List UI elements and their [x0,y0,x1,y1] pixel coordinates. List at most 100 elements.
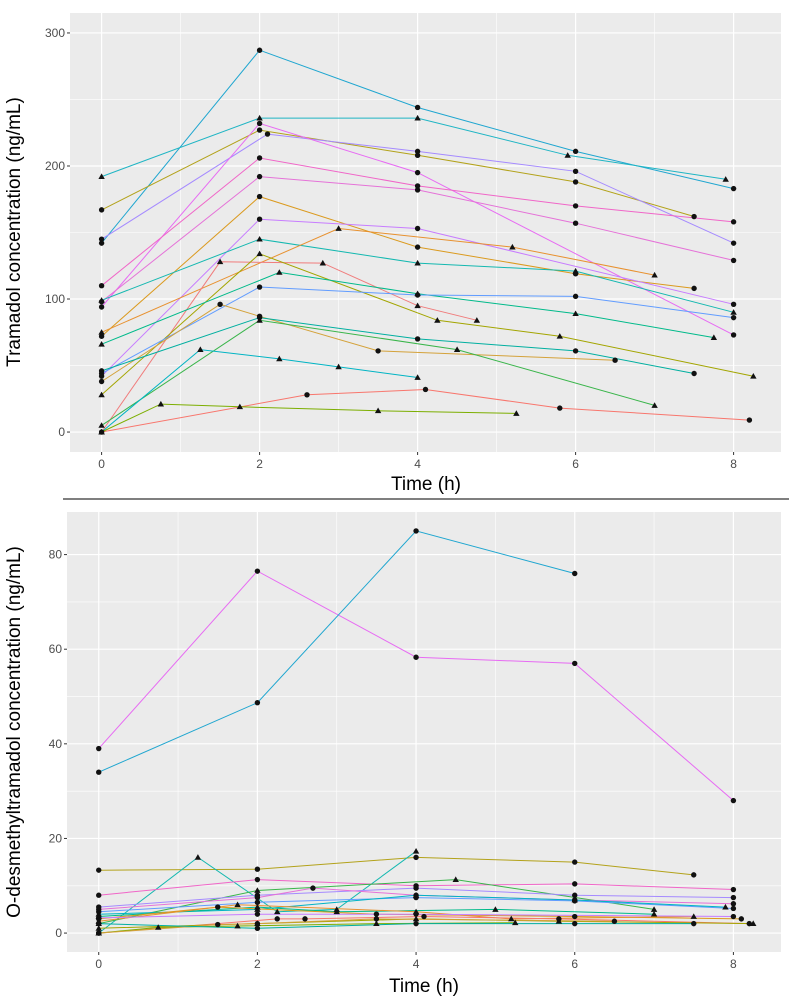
y-tick-label: 60 [49,642,63,656]
data-point-triangle [194,854,202,860]
data-point-circle [730,257,737,264]
data-point-circle [572,859,578,865]
data-point-triangle [508,915,515,922]
data-point-triangle [333,908,340,915]
data-point-circle [422,386,429,393]
data-point-circle [98,333,105,339]
data-point-triangle [473,317,481,323]
data-point-circle [730,219,737,225]
data-point-triangle [254,887,261,893]
data-point-circle [414,187,421,193]
y-axis-title-odesmethyltramadol: O-desmethyltramadol concentration (ng/mL… [4,546,25,918]
data-point-circle [572,892,578,898]
data-point-triangle [274,908,281,915]
data-point-circle [572,348,579,354]
data-point-circle [730,314,737,321]
data-point-triangle [690,913,697,919]
data-point-triangle [98,428,105,435]
data-point-circle [254,920,261,927]
data-point-circle [730,332,737,338]
data-point-triangle [256,235,263,242]
x-tick-label: 6 [571,957,578,971]
data-point-circle [414,169,421,176]
data-point-circle [256,173,263,180]
data-point-triangle [513,410,520,416]
data-point-triangle [572,310,579,317]
data-point-triangle [750,372,757,379]
data-point-triangle [98,173,105,180]
data-point-triangle [95,925,102,931]
data-point-triangle [234,901,241,908]
data-point-triangle [335,363,342,370]
data-point-circle [572,148,579,155]
x-tick-label: 4 [413,957,420,971]
data-point-triangle [434,317,441,323]
data-point-circle [254,894,261,901]
data-point-circle [256,216,263,222]
data-point-circle [256,284,263,290]
data-point-circle [373,916,380,922]
data-point-circle [612,357,618,363]
data-point-circle [98,283,105,289]
data-point-circle [414,336,421,342]
data-point-circle [96,920,102,927]
data-point-triangle [98,297,105,303]
data-point-triangle [155,924,162,930]
data-point-circle [254,699,261,706]
plot-background [67,512,781,952]
data-point-circle [691,285,697,292]
data-point-circle [256,47,263,53]
data-point-triangle [571,896,578,903]
data-point-triangle [374,407,382,414]
data-point-circle [611,918,618,924]
data-point-circle [414,225,421,232]
data-point-circle [746,417,753,423]
data-point-circle [414,148,421,155]
data-point-circle [421,913,427,920]
data-point-circle [264,131,271,137]
data-point-triangle [651,271,658,278]
data-point-circle [572,570,578,577]
data-point-circle [256,120,263,127]
x-tick-label: 0 [98,457,105,471]
data-point-triangle [98,422,105,428]
data-point-triangle [750,920,757,927]
data-point-circle [414,104,421,111]
data-point-circle [217,301,223,308]
data-point-circle [413,528,419,534]
data-point-triangle [492,906,499,912]
data-point-triangle [710,334,718,340]
data-point-circle [98,378,105,385]
data-point-circle [746,920,752,927]
x-tick-label: 0 [95,957,102,971]
data-point-circle [572,660,578,667]
data-point-circle [274,916,280,922]
data-point-triangle [651,402,658,408]
data-point-triangle [650,910,658,917]
data-point-circle [96,892,102,898]
series-line-11 [101,227,655,333]
data-point-circle [730,185,737,192]
data-point-triangle [555,918,563,924]
series-line-8 [98,887,734,910]
data-point-triangle [319,259,326,266]
data-point-triangle [197,346,204,352]
series-line-14 [98,915,750,934]
data-point-circle [730,894,737,901]
data-point-circle [413,885,419,891]
data-point-circle [572,168,579,175]
tramadol-panel: 0 2 4 6 8 0 100 200 300 Tramadol concentration (… [4,13,781,495]
x-tick-label: 2 [256,457,263,471]
data-point-circle [96,930,102,936]
data-point-circle [414,152,421,159]
data-point-circle [414,292,421,298]
data-point-triangle [216,258,224,265]
data-point-circle [254,568,261,574]
data-point-circle [256,127,263,133]
y-tick-label: 40 [49,737,63,751]
data-point-triangle [256,250,263,257]
data-point-triangle [335,225,342,231]
data-point-circle [572,913,578,920]
data-point-circle [373,911,380,917]
